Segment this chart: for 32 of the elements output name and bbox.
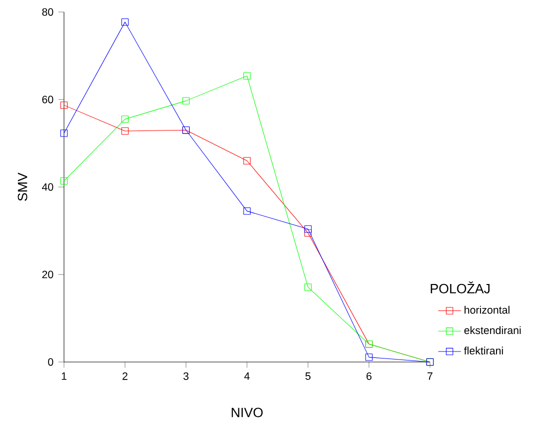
x-axis-title: NIVO bbox=[232, 408, 263, 418]
point bbox=[365, 354, 373, 361]
x-tick-label: 2 bbox=[122, 372, 128, 380]
y-tick-label: 60 bbox=[42, 96, 54, 104]
x-tick-label: 6 bbox=[366, 372, 372, 380]
point bbox=[60, 102, 68, 109]
point bbox=[243, 157, 251, 164]
point bbox=[304, 284, 312, 291]
legend-label: horizontal bbox=[464, 306, 510, 314]
point bbox=[243, 207, 251, 215]
point bbox=[121, 18, 129, 26]
x-tick-label: 3 bbox=[183, 372, 188, 380]
point bbox=[304, 225, 312, 233]
point bbox=[304, 229, 312, 237]
x-tick-label: 1 bbox=[62, 372, 66, 380]
point bbox=[121, 116, 129, 123]
y-tick-label: 20 bbox=[42, 270, 54, 278]
legend-label: ekstendirani bbox=[464, 326, 521, 334]
point bbox=[60, 177, 68, 184]
point bbox=[60, 130, 68, 137]
x-tick-label: 7 bbox=[428, 372, 432, 380]
y-tick-label: 0 bbox=[48, 358, 54, 366]
legend-title: POLOŽAJ bbox=[430, 282, 490, 294]
point bbox=[182, 97, 190, 104]
point bbox=[121, 127, 129, 135]
x-tick-label: 4 bbox=[244, 372, 250, 380]
point bbox=[243, 72, 251, 80]
y-tick-label: 80 bbox=[42, 8, 54, 16]
x-tick-label: 5 bbox=[305, 372, 311, 380]
y-tick-label: 40 bbox=[42, 183, 54, 191]
y-axis-title: SMV bbox=[18, 172, 28, 201]
legend-label: flektirani bbox=[464, 346, 503, 355]
